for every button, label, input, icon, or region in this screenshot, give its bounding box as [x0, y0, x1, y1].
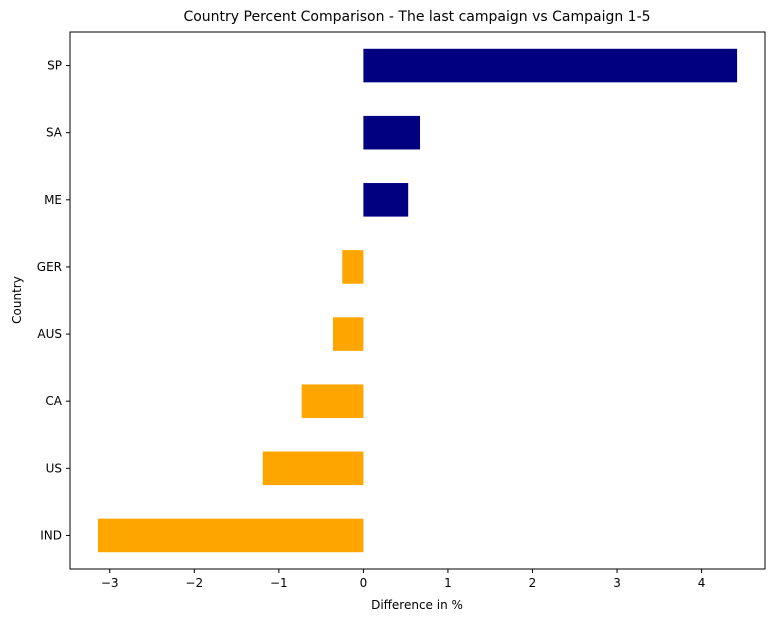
x-tick-label: 1 [444, 576, 452, 590]
y-tick-label-aus: AUS [37, 327, 62, 341]
x-tick-label: 0 [360, 576, 368, 590]
x-axis-title: Difference in % [371, 598, 463, 612]
y-tick-label-ger: GER [37, 260, 62, 274]
bar-sp [363, 49, 737, 83]
x-tick-label: −3 [101, 576, 119, 590]
x-tick-label: 3 [613, 576, 621, 590]
bars-layer [98, 49, 737, 552]
bar-ger [342, 250, 363, 284]
y-tick-label-us: US [46, 461, 62, 475]
plot-frame [70, 32, 765, 569]
bar-aus [333, 317, 363, 351]
y-tick-label-ind: IND [40, 528, 62, 542]
y-tick-label-me: ME [44, 193, 62, 207]
bar-ind [98, 519, 363, 553]
y-tick-label-sp: SP [47, 59, 62, 73]
bar-me [363, 183, 408, 217]
x-axis: −3 −2 −1 0 1 2 3 4 [101, 569, 706, 590]
bar-us [263, 452, 364, 486]
bar-ca [302, 384, 364, 418]
x-tick-label: 2 [529, 576, 537, 590]
chart-title: Country Percent Comparison - The last ca… [183, 9, 650, 25]
x-tick-label: 4 [698, 576, 706, 590]
x-tick-label: −2 [185, 576, 203, 590]
x-tick-label: −1 [270, 576, 288, 590]
y-axis-title: Country [10, 276, 24, 324]
bar-sa [363, 116, 420, 150]
y-axis: IND US CA AUS GER ME SA SP [37, 59, 70, 543]
y-tick-label-sa: SA [46, 126, 63, 140]
y-tick-label-ca: CA [45, 394, 62, 408]
